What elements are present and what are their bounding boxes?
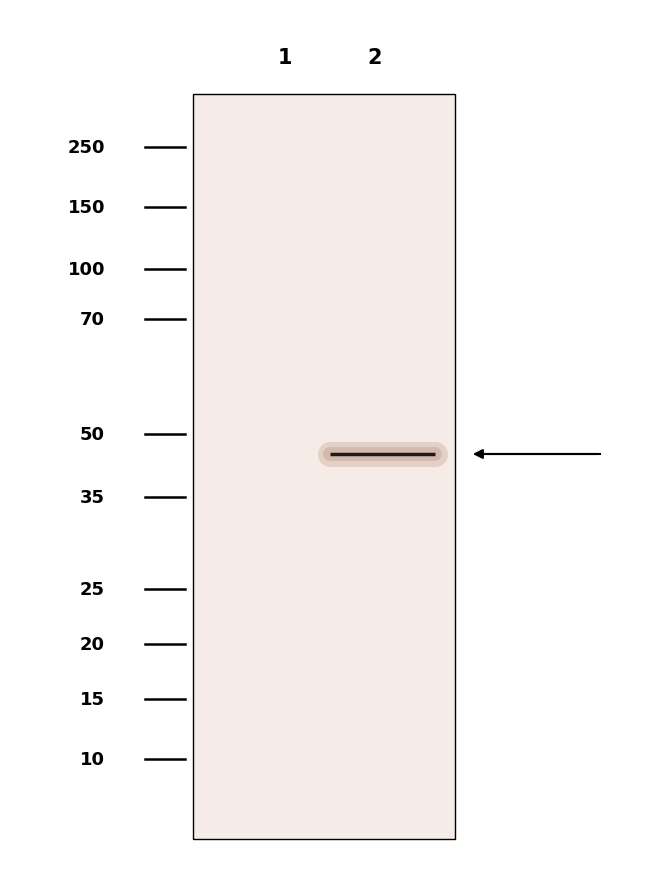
- Text: 250: 250: [68, 139, 105, 156]
- Text: 70: 70: [80, 310, 105, 328]
- Text: 1: 1: [278, 48, 292, 68]
- Text: 2: 2: [368, 48, 382, 68]
- Text: 150: 150: [68, 199, 105, 216]
- Text: 25: 25: [80, 580, 105, 599]
- Text: 100: 100: [68, 261, 105, 279]
- Text: 35: 35: [80, 488, 105, 507]
- Text: 10: 10: [80, 750, 105, 768]
- Text: 50: 50: [80, 426, 105, 443]
- Bar: [193, 95, 455, 839]
- Text: 20: 20: [80, 635, 105, 653]
- Text: 15: 15: [80, 690, 105, 708]
